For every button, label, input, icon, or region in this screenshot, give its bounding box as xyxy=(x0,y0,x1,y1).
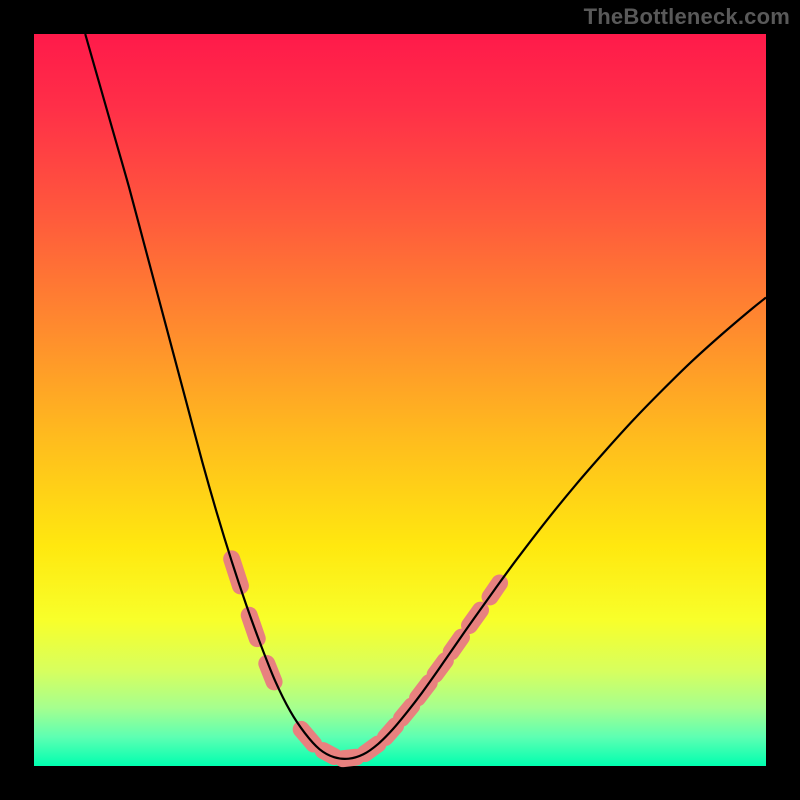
chart-svg xyxy=(0,0,800,800)
bottleneck-chart: TheBottleneck.com xyxy=(0,0,800,800)
marker-segment xyxy=(267,664,274,682)
gradient-background xyxy=(34,34,766,766)
